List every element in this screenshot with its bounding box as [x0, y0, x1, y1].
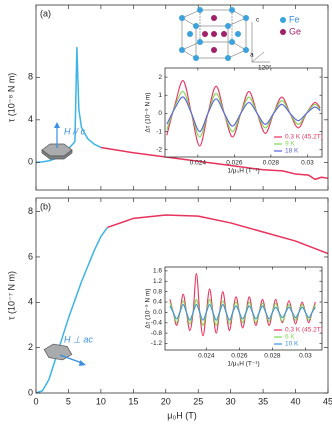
data-line — [166, 96, 321, 133]
y-tick-label: 0.4 — [153, 299, 162, 306]
y-tick-label: 6 — [28, 251, 33, 261]
legend-label: 18 K — [285, 148, 299, 155]
y-tick-label: 8 — [28, 72, 33, 82]
x-axis-label: μ₀H (T) — [167, 410, 196, 420]
crystal-label: 120° — [258, 64, 272, 72]
x-tick-label: 5 — [66, 396, 71, 406]
x-tick-label: 0.028 — [264, 353, 281, 360]
y-tick-label: 2 — [158, 74, 162, 81]
x-tick-label: 0.024 — [198, 353, 215, 360]
field-icon-b — [43, 343, 86, 366]
x-tick-label: 0.026 — [226, 160, 243, 167]
y-tick-label: 0.8 — [153, 288, 162, 295]
x-tick-label: 20 — [161, 396, 171, 406]
plot-frame — [35, 197, 329, 394]
plot-frame — [164, 266, 323, 351]
x-tick-label: 0.03 — [301, 160, 314, 167]
legend-label: 0.3 K (45.2T) — [285, 327, 323, 334]
crystal-label: Fe — [289, 14, 300, 24]
x-tick-label: 40 — [291, 396, 301, 406]
panel: 0 2 4 6 8 0 5 10 15 20 25 30 35 40 45 μ₀H (T) τ (10⁻⁷ N … — [6, 197, 332, 420]
y-tick-label: -2 — [156, 146, 162, 153]
y-tick-label: -1 — [156, 128, 162, 135]
crystal-label: a — [250, 52, 254, 59]
legend-label: 0.3 K (45.2T) — [285, 134, 323, 141]
y-tick-label: 0 — [28, 157, 33, 167]
y-axis-label: τ (10⁻⁷ N m) — [6, 271, 16, 320]
inset-background — [165, 267, 322, 350]
y-axis-label: Δτ (10⁻⁹ N m) — [145, 92, 152, 132]
x-tick-label: 10 — [96, 396, 106, 406]
y-tick-label: 0.0 — [153, 309, 162, 316]
x-tick-label: 45 — [323, 396, 332, 406]
y-tick-label: 0 — [158, 110, 162, 117]
x-tick-label: 30 — [226, 396, 236, 406]
y-axis-label: Δτ (10⁻⁹ N m) — [145, 288, 152, 328]
y-tick-label: 2 — [28, 342, 33, 352]
x-tick-label: 0.024 — [190, 160, 207, 167]
data-line — [100, 146, 329, 181]
crystal-label: c — [256, 17, 260, 24]
panel-label: (b) — [40, 201, 51, 211]
data-line — [169, 304, 316, 321]
x-tick-label: 0.026 — [231, 353, 248, 360]
y-tick-label: 1 — [158, 92, 162, 99]
legend-label: 10 K — [285, 341, 299, 348]
data-line — [107, 214, 329, 255]
y-tick-label: -1.2 — [151, 340, 163, 347]
panel-label: (a) — [40, 8, 51, 18]
y-tick-label: 1.2 — [153, 278, 162, 285]
legend-label: 9 K — [285, 141, 295, 148]
inset-background — [165, 68, 322, 157]
x-tick-label: 15 — [128, 396, 138, 406]
plot-frame — [164, 67, 323, 158]
plot-frame — [35, 4, 329, 191]
field-label-a: H // c — [64, 126, 86, 136]
y-tick-label: 4 — [28, 114, 33, 124]
y-tick-label: 0 — [28, 387, 33, 397]
x-axis-label: 1/μ₀H (T⁻¹) — [227, 361, 259, 368]
legend-label: 6 K — [285, 334, 295, 341]
x-tick-label: 0.028 — [263, 160, 280, 167]
x-tick-label: 0 — [33, 396, 38, 406]
y-tick-label: 1.6 — [153, 268, 162, 275]
field-label-b: H ⊥ ac — [64, 334, 93, 344]
data-line — [35, 227, 108, 394]
x-tick-label: 0.03 — [299, 353, 312, 360]
y-tick-label: -0.8 — [151, 330, 163, 337]
x-tick-label: 25 — [193, 396, 203, 406]
inset: -1.2 -0.8 -0.4 0.0 0.4 0.8 1.2 1.6 0.024 0.026 0.0… — [145, 266, 323, 368]
x-axis-label: 1/μ₀H (T⁻¹) — [227, 168, 259, 175]
x-tick-label: 35 — [258, 396, 268, 406]
y-tick-label: 4 — [28, 297, 33, 307]
crystal-label: Ge — [289, 26, 301, 36]
y-tick-label: -0.4 — [151, 319, 163, 326]
crystal-atoms — [179, 7, 286, 61]
panel: 0 4 8 τ (10⁻⁸ N m) (a) — [6, 4, 329, 191]
data-line — [35, 46, 102, 164]
y-tick-label: 8 — [28, 206, 33, 216]
y-axis-label: τ (10⁻⁸ N m) — [6, 73, 16, 123]
field-icon-a — [41, 122, 73, 160]
inset: -2 -1 0 1 2 0.024 0.026 0.028 0.03 1/μ₀H (T⁻¹) Δτ … — [145, 67, 323, 175]
